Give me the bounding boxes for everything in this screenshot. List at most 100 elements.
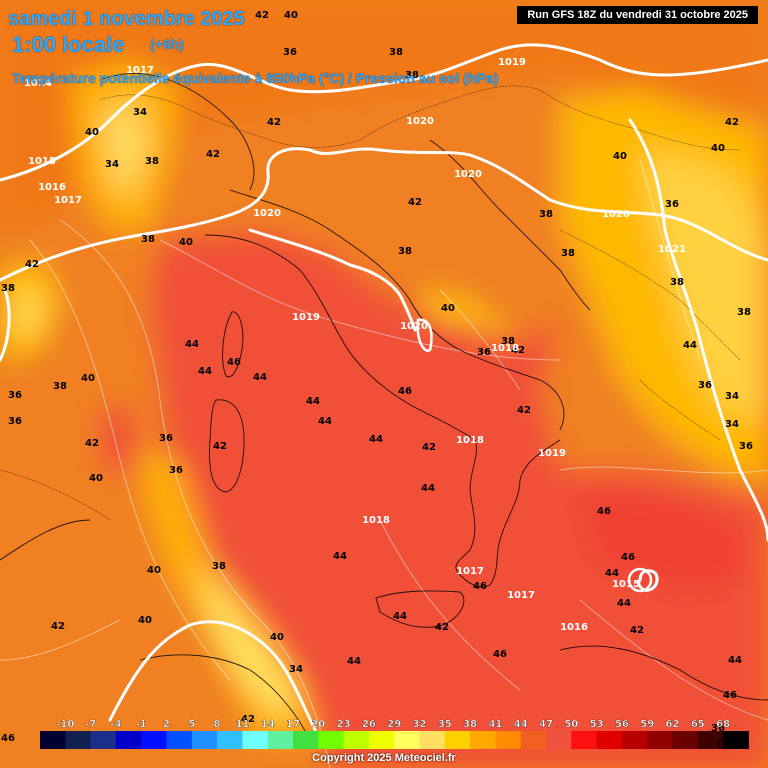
temperature-label: 46 — [493, 649, 507, 660]
colorbar-swatch — [495, 731, 522, 749]
temperature-label: 44 — [318, 416, 332, 427]
temperature-label: 34 — [725, 391, 739, 402]
pressure-label: 1020 — [602, 209, 630, 220]
temperature-label: 44 — [185, 339, 199, 350]
temperature-label: 40 — [81, 373, 95, 384]
temperature-label: 38 — [53, 381, 67, 392]
temperature-label: 40 — [284, 10, 298, 21]
pressure-label: 1019 — [292, 312, 320, 323]
temperature-label: 42 — [241, 714, 255, 725]
temperature-label: 42 — [206, 149, 220, 160]
temperature-label: 44 — [253, 372, 267, 383]
temperature-labels: 42 40 36 38 38 34 42 40 42 34 38 40 40 42 42 38 36 38 40 42… — [1, 10, 753, 744]
temperature-label: 40 — [711, 143, 725, 154]
temperature-label: 42 — [25, 259, 39, 270]
temperature-label: 40 — [179, 237, 193, 248]
temperature-label: 40 — [613, 151, 627, 162]
temperature-label: 42 — [213, 441, 227, 452]
temperature-label: 44 — [728, 655, 742, 666]
colorbar-tick-label: 5 — [188, 719, 195, 730]
temperature-label: 36 — [711, 723, 725, 734]
colorbar-tick-label: 38 — [463, 719, 477, 730]
colorbar-tick-label: 26 — [362, 719, 376, 730]
title-offset: (+6h) — [150, 36, 184, 52]
colorbar-swatch — [40, 731, 66, 749]
temperature-label: 42 — [51, 621, 65, 632]
colorbar-tick-label: 23 — [337, 719, 351, 730]
title-time: 1:00 locale — [12, 32, 125, 57]
colorbar-tick-label: 53 — [590, 719, 604, 730]
temperature-label: 36 — [477, 347, 491, 358]
colorbar-swatch — [191, 731, 218, 749]
pressure-label: 1016 — [38, 182, 66, 193]
colorbar-tick-label: -10 — [56, 719, 74, 730]
temperature-label: 36 — [698, 380, 712, 391]
pressure-label: 1018 — [491, 343, 519, 354]
temperature-label: 44 — [683, 340, 697, 351]
temperature-label: 36 — [665, 199, 679, 210]
temperature-label: 42 — [255, 10, 269, 21]
colorbar-tick-label: 50 — [564, 719, 578, 730]
temperature-label: 36 — [739, 441, 753, 452]
title-date: samedi 1 novembre 2025 — [8, 8, 245, 30]
temperature-label: 38 — [405, 70, 419, 81]
pressure-label: 1017 — [456, 566, 484, 577]
pressure-label: 1020 — [406, 116, 434, 127]
map-subtitle: Température potentielle équivalente à 85… — [12, 70, 499, 86]
colorbar-tick-label: 35 — [438, 719, 452, 730]
pressure-label: 1014 — [24, 78, 52, 89]
colorbar-tick-label: 32 — [413, 719, 427, 730]
colorbar-swatch — [672, 731, 699, 749]
temperature-label: 46 — [227, 357, 241, 368]
colorbar-swatch — [368, 731, 395, 749]
pressure-label: 1020 — [400, 321, 428, 332]
colorbar-swatch — [444, 731, 471, 749]
temperature-label: 34 — [105, 159, 119, 170]
colorbar-swatch — [596, 731, 623, 749]
temperature-label: 40 — [89, 473, 103, 484]
colorbar: -10 -7 -4 -1 2 5 8 11 14 17 20 23 26 29 32 35 38 41 44 47 50… — [40, 719, 749, 749]
temperature-label: 42 — [408, 197, 422, 208]
colorbar-tick-label: 29 — [387, 719, 401, 730]
temperature-label: 34 — [133, 107, 147, 118]
colorbar-tick-label: 14 — [261, 719, 275, 730]
temperature-label: 42 — [422, 442, 436, 453]
colorbar-swatch — [217, 731, 243, 749]
pressure-label: 1017 — [507, 590, 535, 601]
pressure-label: 1017 — [54, 195, 82, 206]
colorbar-unit: (°C) — [718, 738, 736, 749]
temperature-label: 44 — [421, 483, 435, 494]
temperature-label: 34 — [725, 419, 739, 430]
temperature-label: 38 — [212, 561, 226, 572]
temperature-label: 40 — [138, 615, 152, 626]
colorbar-swatch — [293, 731, 319, 749]
temperature-label: 44 — [198, 366, 212, 377]
colorbar-swatch — [141, 731, 167, 749]
temperature-label: 42 — [267, 117, 281, 128]
temperature-label: 38 — [737, 307, 751, 318]
colorbar-tick-label: 47 — [539, 719, 553, 730]
isobars — [0, 43, 768, 742]
temperature-label: 44 — [347, 656, 361, 667]
colorbar-swatch — [343, 731, 370, 749]
colorbar-swatch — [394, 731, 420, 749]
temperature-label: 46 — [597, 506, 611, 517]
pressure-label: 1019 — [538, 448, 566, 459]
pressure-label: 1015 — [28, 156, 56, 167]
pressure-label: 1019 — [498, 57, 526, 68]
temperature-label: 38 — [1, 283, 15, 294]
temperature-label: 38 — [141, 234, 155, 245]
temperature-label: 44 — [605, 568, 619, 579]
colorbar-swatch — [520, 731, 547, 749]
pressure-label: 1016 — [560, 622, 588, 633]
colorbar-tick-label: 20 — [311, 719, 325, 730]
temperature-label: 38 — [539, 209, 553, 220]
colorbar-swatch — [571, 731, 598, 749]
colorbar-tick-label: 56 — [615, 719, 629, 730]
temperature-label: 42 — [511, 345, 525, 356]
colorbar-swatch — [723, 731, 749, 749]
colorbar-swatch — [546, 731, 572, 749]
colorbar-swatch — [166, 731, 193, 749]
colorbar-tick-label: 8 — [214, 719, 221, 730]
